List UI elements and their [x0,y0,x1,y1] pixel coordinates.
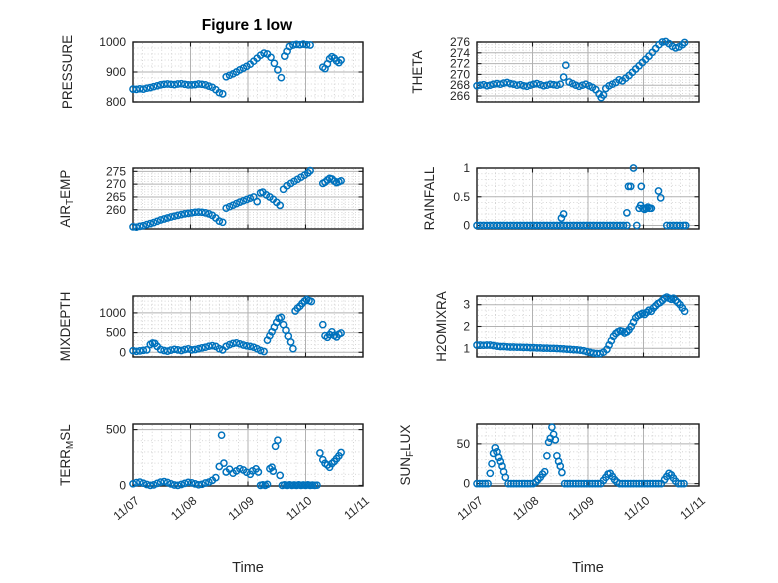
tick-marks [132,168,364,229]
x-tick-label: 11/11 [677,493,708,522]
panel-pressure: 800 900 1000 PRESSURE [60,35,364,109]
major-grid [133,42,363,102]
panel-mixdepth: 0 500 1000 MIXDEPTH [58,292,364,362]
major-grid [133,424,363,486]
x-tick-label: 11/07 [455,493,487,523]
y-tick-label: 1 [463,161,470,175]
y-tick-label: 260 [106,203,126,217]
minor-grid [134,425,362,485]
panel-h2omixra: 1 2 3 H2OMIXRA [434,291,700,362]
x-tick-label: 11/08 [510,493,542,523]
data-points [129,295,345,356]
x-tick-label: 11/08 [168,493,200,523]
y-axis-label-mixdepth: MIXDEPTH [58,292,73,362]
y-tick-labels: 0 500 1000 [99,306,126,359]
x-tick-label: 11/07 [111,493,143,523]
y-axis-label-theta: THETA [410,50,425,93]
y-tick-label: 268 [450,78,470,92]
y-tick-labels: 0 500 [106,423,126,493]
y-tick-label: 274 [450,46,470,60]
y-tick-label: 1000 [99,35,126,49]
data-points [473,37,689,102]
y-tick-label: 266 [450,89,470,103]
y-tick-label: 800 [106,95,126,109]
y-tick-label: 3 [463,298,470,312]
y-tick-label: 1 [463,341,470,355]
x-tick-label: 11/11 [341,493,372,522]
y-tick-labels: 800 900 1000 [99,35,126,109]
y-tick-labels: 0 50 [457,437,471,491]
tick-marks [476,41,700,102]
x-tick-label: 11/10 [621,493,653,523]
data-points [129,40,345,98]
data-points [473,293,689,358]
y-tick-label: 0 [119,345,126,359]
y-tick-label: 1000 [99,306,126,320]
figure-title: Figure 1 low [202,17,293,34]
y-tick-label: 270 [106,177,126,191]
y-tick-label: 500 [106,423,126,437]
x-tick-label: 11/09 [566,493,598,523]
x-tick-label: 11/09 [226,493,258,523]
y-tick-labels: 00.51 [453,161,470,233]
y-tick-label: 900 [106,65,126,79]
panel-terr_msl: 0 500 11/07 11/08 11/09 11/10 11/11 TERRMSL [58,423,372,523]
y-tick-label: 50 [457,437,471,451]
data-points [473,423,688,488]
y-tick-label: 270 [450,67,470,81]
y-axis-label-terr_msl: TERRMSL [58,424,76,486]
minor-grid [134,43,362,101]
y-axis-label-sun_flux: SUNFLUX [398,425,416,486]
x-tick-label: 11/10 [283,493,315,523]
data-points [473,164,690,230]
y-axis-label-rainfall: RAINFALL [422,166,437,230]
y-tick-label: 2 [463,320,470,334]
y-tick-label: 0 [463,219,470,233]
data-points [129,166,345,232]
y-tick-label: 0 [463,477,470,491]
y-tick-label: 500 [106,326,126,340]
y-tick-label: 272 [450,57,470,71]
time-axis-label-right: Time [572,560,604,576]
data-points [129,431,345,490]
panel-sun_flux: 0 50 11/07 11/08 11/09 11/10 11/11 SUNFLUX [398,423,708,523]
y-tick-labels: 1 2 3 [463,298,470,356]
y-tick-label: 0 [119,478,126,492]
y-tick-label: 275 [106,164,126,178]
y-tick-label: 265 [106,190,126,204]
y-axis-label-h2omixra: H2OMIXRA [434,291,449,362]
minor-grid [478,43,698,102]
y-axis-label-pressure: PRESSURE [60,35,75,109]
y-tick-label: 276 [450,35,470,49]
time-axis-label-left: Time [232,560,264,576]
y-tick-label: 0.5 [453,190,470,204]
y-axis-label-air_temp: AIRTEMP [58,170,76,228]
